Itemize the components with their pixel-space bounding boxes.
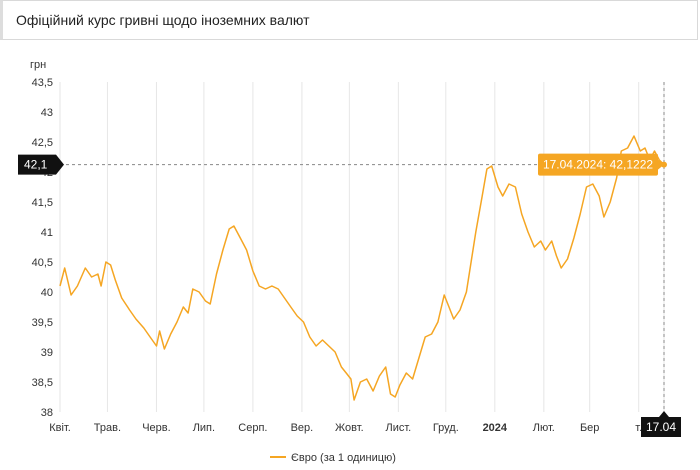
y-tick-label: 43,5	[32, 77, 53, 89]
y-tick-label: 38,5	[32, 377, 53, 389]
x-tick-label: Лют.	[533, 422, 555, 434]
tooltip-box	[538, 153, 658, 176]
y-tick-label: 40	[41, 287, 53, 299]
y-tick-label: 41	[41, 227, 53, 239]
y-crosshair-flag	[18, 154, 64, 175]
y-tick-label: 40,5	[32, 257, 53, 269]
y-tick-label: 41,5	[32, 197, 53, 209]
x-tick-label: Трав.	[94, 422, 121, 434]
y-crosshair-label: 42,1	[24, 158, 48, 172]
x-tick-label: Серп.	[238, 422, 267, 434]
series-line[interactable]	[59, 135, 665, 401]
x-tick-label: Лист.	[385, 422, 411, 434]
x-axis: Квіт. Трав. Черв. Лип. Серп. Вер. Жовт. Лист. Гр…	[49, 422, 642, 434]
x-tick-label: Вер.	[291, 422, 314, 434]
x-tick-label: Груд.	[433, 422, 459, 434]
legend-label: Євро (за 1 одиницю)	[291, 452, 396, 464]
crosshair: 42,1 17.04 17.04.2024: 42,1222	[18, 82, 681, 437]
tooltip-pointer	[658, 159, 664, 170]
x-tick-label: т.	[635, 422, 642, 434]
grid	[59, 82, 665, 412]
x-tick-label: Квіт.	[49, 422, 71, 434]
x-crosshair-flag	[641, 411, 681, 437]
panel-header: Офіційний курс гривні щодо іноземних вал…	[0, 0, 698, 40]
panel-title: Офіційний курс гривні щодо іноземних вал…	[16, 12, 310, 28]
legend[interactable]: Євро (за 1 одиницю)	[270, 452, 396, 464]
y-tick-label: 39	[41, 347, 53, 359]
y-tick-label: 43	[41, 107, 53, 119]
series-layer[interactable]	[59, 135, 665, 401]
y-tick-label: 38	[41, 407, 53, 419]
y-tick-label: 39,5	[32, 317, 53, 329]
x-tick-label: Лип.	[193, 422, 215, 434]
x-tick-label: Бер	[580, 422, 599, 434]
x-tick-label: 2024	[483, 422, 508, 434]
x-tick-label: Черв.	[142, 422, 170, 434]
y-tick-label: 42,5	[32, 137, 53, 149]
tooltip-label: 17.04.2024: 42,1222	[543, 158, 653, 172]
x-tick-label: Жовт.	[335, 422, 364, 434]
y-axis-title: грн	[30, 59, 46, 71]
x-crosshair-label: 17.04	[646, 420, 676, 434]
